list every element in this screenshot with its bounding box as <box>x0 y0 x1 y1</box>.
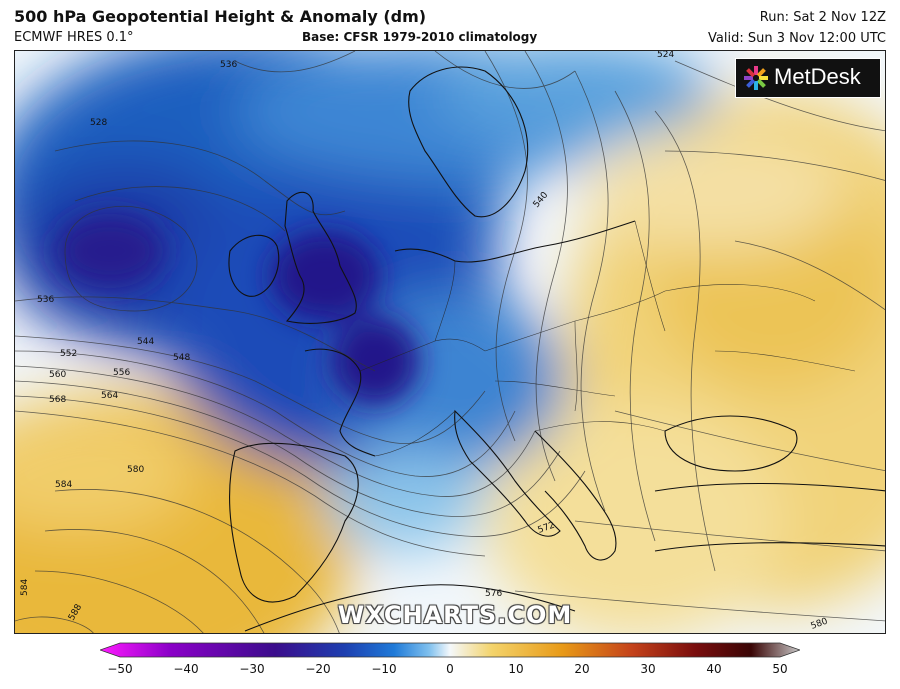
metdesk-logo: MetDesk <box>735 58 881 98</box>
colorbar-tick-label: −40 <box>173 662 199 676</box>
anomaly-cores <box>55 213 420 406</box>
contour-label: 528 <box>90 118 107 128</box>
colorbar-tick-label: −30 <box>239 662 265 676</box>
contour-label: 576 <box>485 589 502 599</box>
colorbar-bar <box>98 642 802 658</box>
contour-label: 568 <box>49 395 66 405</box>
weather-map: 536 528 536 544 548 552 556 560 564 568 … <box>14 50 886 634</box>
country-borders <box>359 220 856 457</box>
coastlines <box>228 66 885 632</box>
contour-label: 552 <box>60 349 77 359</box>
metdesk-flower-icon <box>744 66 768 90</box>
contour-label: 584 <box>55 480 72 490</box>
contour-label: 584 <box>20 579 30 596</box>
contour-label: 564 <box>101 391 118 401</box>
colorbar-gradient <box>98 642 802 658</box>
valid-time-label: Valid: Sun 3 Nov 12:00 UTC <box>708 31 886 46</box>
contour-label: 580 <box>127 465 144 475</box>
contour-label: 524 <box>657 51 674 60</box>
anomaly-map-svg: 536 528 536 544 548 552 556 560 564 568 … <box>15 51 885 633</box>
colorbar-tick-label: −10 <box>371 662 397 676</box>
model-label: ECMWF HRES 0.1° <box>14 30 134 45</box>
chart-header: 500 hPa Geopotential Height & Anomaly (d… <box>0 0 900 50</box>
run-time-label: Run: Sat 2 Nov 12Z <box>759 10 886 25</box>
climatology-base-label: Base: CFSR 1979-2010 climatology <box>302 30 538 44</box>
colorbar-tick-label: 0 <box>446 662 454 676</box>
chart-title: 500 hPa Geopotential Height & Anomaly (d… <box>14 7 427 26</box>
height-contours <box>15 51 885 633</box>
contour-label: 556 <box>113 368 130 378</box>
contour-label: 548 <box>173 353 190 363</box>
colorbar-tick-label: 10 <box>508 662 524 676</box>
wxcharts-watermark: WXCHARTS.COM <box>337 601 573 629</box>
colorbar-tick-label: −50 <box>107 662 133 676</box>
colorbar-tick-label: 30 <box>640 662 656 676</box>
contour-label: 536 <box>37 295 54 305</box>
colorbar-tick-label: −20 <box>305 662 331 676</box>
contour-label: 536 <box>220 60 237 70</box>
contour-label: 544 <box>137 337 154 347</box>
colorbar-tick-label: 50 <box>772 662 788 676</box>
contour-label: 560 <box>49 370 66 380</box>
colorbar-tick-label: 40 <box>706 662 722 676</box>
anomaly-colorbar: −50 −40 −30 −20 −10 0 10 20 30 40 50 <box>98 640 802 686</box>
metdesk-logo-text: MetDesk <box>774 64 861 89</box>
colorbar-tick-label: 20 <box>574 662 590 676</box>
